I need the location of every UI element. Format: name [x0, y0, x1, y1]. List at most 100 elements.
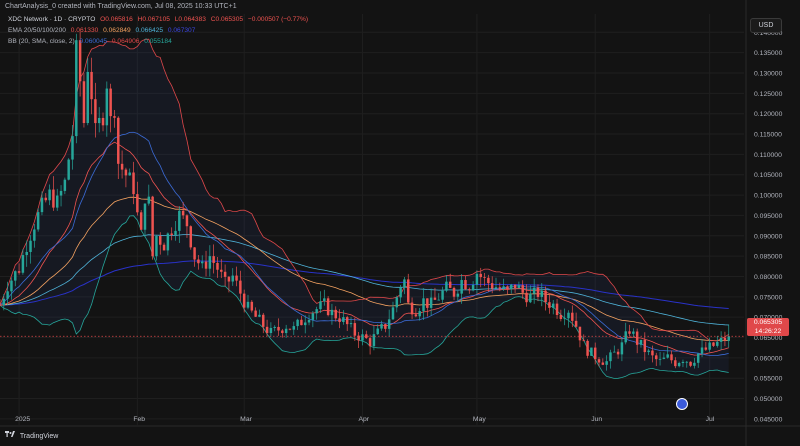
y-tick-label: 0.045000 — [754, 416, 783, 423]
candle-body — [624, 331, 627, 343]
candle-body — [655, 355, 658, 360]
candle-body — [143, 203, 147, 230]
y-tick-label: 0.090000 — [754, 233, 783, 240]
bb-upper-line — [0, 38, 729, 342]
candle-body — [605, 361, 608, 365]
y-tick-label: 0.110000 — [754, 152, 782, 159]
candle-body — [193, 247, 196, 260]
candle-body — [75, 40, 78, 137]
y-tick-label: 0.105000 — [754, 172, 783, 179]
candle-body — [311, 313, 315, 320]
ema-legend-row[interactable]: EMA 20/50/100/200 0.061330 0.062849 0.06… — [8, 27, 198, 34]
ema100-value: 0.066425 — [135, 27, 164, 34]
candle-body — [120, 163, 124, 170]
candle-body — [498, 287, 502, 289]
candle-body — [323, 298, 326, 302]
candle-body — [483, 277, 486, 278]
candle-body — [597, 359, 601, 363]
event-marker-icon[interactable] — [676, 398, 688, 410]
candle-body — [525, 292, 528, 303]
candle-body — [44, 197, 48, 201]
ema-20-line — [0, 141, 729, 356]
tradingview-logo-icon — [5, 431, 15, 440]
candle-body — [21, 255, 25, 273]
candle-body — [212, 256, 215, 263]
candle-body — [269, 327, 273, 334]
candle-body — [582, 340, 585, 342]
candle-body — [555, 303, 559, 316]
candle-body — [258, 314, 261, 317]
bar-countdown: 14:26:22 — [754, 328, 782, 335]
ema-label[interactable]: EMA 20/50/100/200 — [8, 27, 66, 34]
candle-body — [567, 312, 570, 319]
candle-body — [647, 350, 650, 353]
candle-body — [651, 350, 654, 356]
candle-body — [246, 301, 250, 308]
candle-body — [250, 301, 254, 311]
candle-body — [338, 318, 341, 323]
candle-body — [185, 215, 189, 227]
candle-body — [36, 212, 40, 230]
x-tick-label: 2025 — [15, 416, 30, 423]
candle-body — [544, 290, 547, 303]
candle-body — [239, 280, 242, 294]
candle-body — [384, 324, 387, 329]
candle-body — [551, 303, 555, 308]
candle-body — [590, 347, 593, 356]
candle-body — [170, 233, 173, 235]
candle-body — [162, 244, 166, 251]
candle-body — [414, 314, 418, 317]
candle-body — [223, 271, 227, 277]
candle-body — [578, 326, 582, 341]
candle-body — [685, 361, 689, 363]
bb-label[interactable]: BB (20, SMA, close, 2) — [8, 38, 75, 45]
candle-body — [529, 293, 532, 303]
candle-body — [696, 353, 700, 363]
candle-body — [616, 351, 620, 355]
candle-body — [33, 229, 36, 241]
candle-body — [704, 347, 708, 350]
candle-body — [571, 312, 574, 321]
candle-body — [464, 280, 467, 290]
candle-body — [574, 320, 578, 327]
y-tick-label: 0.125000 — [754, 91, 783, 98]
candle-body — [155, 235, 158, 257]
candle-body — [441, 290, 444, 300]
candle-body — [681, 361, 685, 364]
x-tick-label: Apr — [358, 416, 369, 423]
candle-body — [292, 326, 296, 330]
candle-body — [609, 352, 612, 362]
candle-body — [487, 277, 490, 284]
candle-body — [563, 318, 566, 320]
candle-body — [82, 81, 86, 124]
chart-grid — [0, 14, 744, 425]
ema20-value: 0.061330 — [70, 27, 99, 34]
symbol-legend-row[interactable]: XDC Network · 1D · CRYPTO O0.065816 H0.0… — [8, 16, 311, 23]
candle-body — [0, 304, 2, 306]
candle-body — [445, 281, 448, 291]
candle-body — [288, 328, 292, 330]
x-tick-label: Feb — [133, 416, 145, 423]
candle-body — [361, 334, 364, 341]
y-tick-label: 0.095000 — [754, 213, 783, 220]
y-tick-label: 0.060000 — [754, 355, 783, 362]
candle-body — [460, 280, 463, 294]
candle-body — [326, 298, 330, 316]
time-axis[interactable]: 2025 Feb Mar Apr May Jun Jul — [0, 416, 800, 427]
candle-body — [693, 362, 696, 366]
candle-body — [475, 273, 479, 285]
symbol-name[interactable]: XDC Network · 1D · CRYPTO — [8, 16, 96, 23]
ema-50-line — [0, 196, 729, 342]
candle-body — [452, 287, 456, 297]
candle-body — [90, 71, 93, 100]
candle-body — [101, 117, 105, 126]
candle-body — [613, 351, 616, 353]
candle-body — [349, 323, 353, 325]
bb-legend-row[interactable]: BB (20, SMA, close, 2) 0.060045 0.064906… — [8, 38, 175, 45]
candle-body — [418, 311, 421, 317]
candle-body — [700, 347, 704, 354]
candle-body — [632, 331, 635, 334]
candle-body — [59, 190, 63, 196]
currency-button[interactable]: USD — [750, 18, 782, 33]
